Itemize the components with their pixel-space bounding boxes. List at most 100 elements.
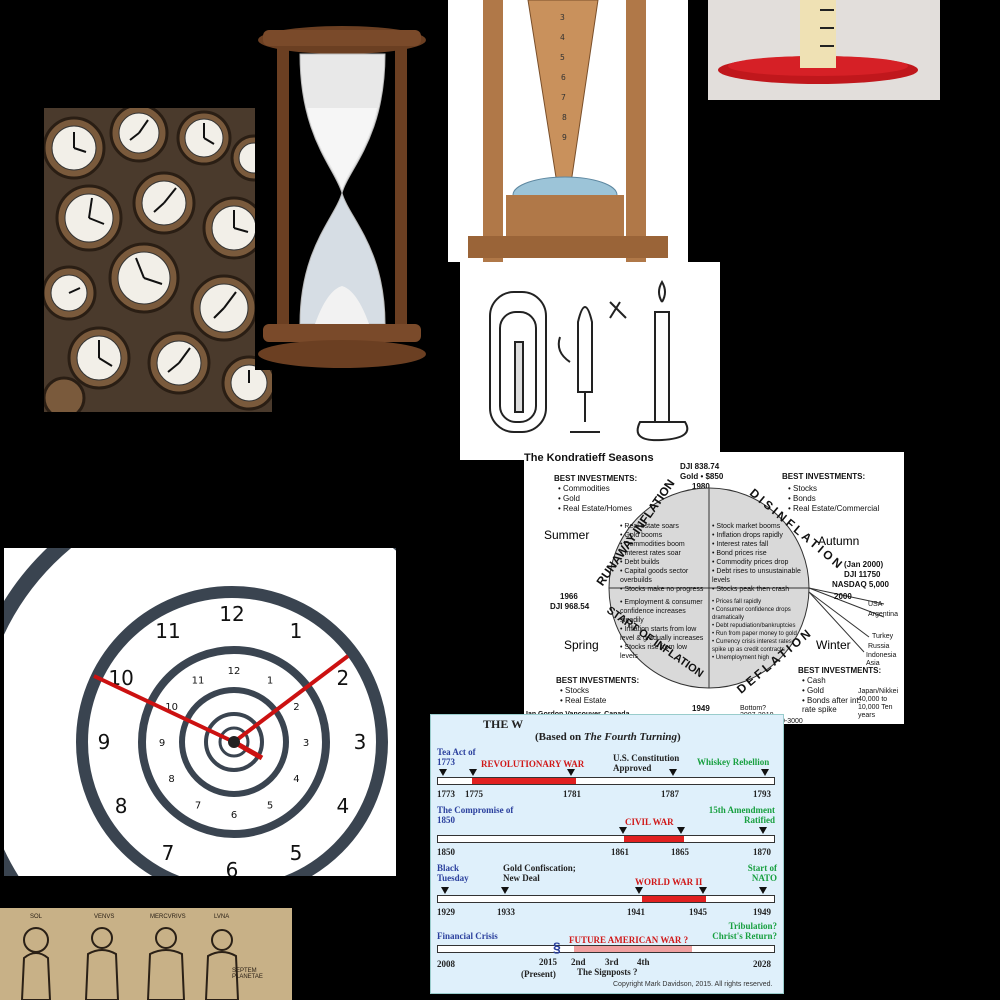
signpost-label: 2nd (571, 957, 586, 967)
clock-numeral: 3 (354, 730, 367, 754)
planet-label: SOL (30, 914, 43, 920)
q-item: • Interest rates fall (712, 541, 769, 548)
timeline-marker (635, 887, 643, 894)
event-label: Tea Act of 1773 (437, 747, 476, 767)
best-item: • Stocks (788, 484, 818, 493)
candle-engravings-image (460, 262, 720, 460)
japan-note: Japan/Nikkei 40,000 to 10,000 Ten years (858, 688, 899, 719)
svg-text:6: 6 (561, 73, 566, 82)
q-item: • Gold booms (620, 532, 663, 539)
kondratieff-circle (608, 487, 885, 689)
clocks-pile-image (44, 108, 272, 412)
year-label: 1781 (563, 789, 581, 799)
clock-numeral-inner: 12 (228, 666, 241, 677)
year-label: 1929 (437, 907, 455, 917)
country-label: USA (868, 601, 883, 608)
bottom-year: 1949 (692, 704, 710, 713)
clock-numeral-inner: 5 (267, 800, 273, 811)
clock-numeral-inner: 8 (168, 774, 174, 785)
present-marker: § (553, 939, 561, 955)
clock-numeral: 5 (290, 841, 303, 865)
best-item: • Gold (802, 686, 824, 695)
planet-label: MERCVRIVS (150, 914, 186, 920)
event-label: U.S. Constitution Approved (613, 753, 680, 773)
clock-numeral-inner: 7 (195, 800, 201, 811)
signpost-label: The Signposts ? (577, 967, 638, 977)
best-item: • Stocks (560, 686, 590, 695)
svg-text:8: 8 (562, 113, 567, 122)
planet-label: VENVS (94, 914, 115, 920)
best-investments-title: BEST INVESTMENTS: (556, 676, 640, 685)
best-item: • Bonds after int. rate spike (802, 696, 861, 714)
season-summer: Summer (544, 528, 590, 542)
best-investments-title: BEST INVESTMENTS: (782, 472, 866, 481)
season-spring: Spring (564, 638, 599, 652)
season-winter: Winter (816, 638, 851, 652)
q-item: • Real estate soars (620, 523, 679, 530)
clock-numeral: 4 (337, 794, 350, 818)
clock-numeral: 1 (290, 619, 303, 643)
signpost-label: 3rd (605, 957, 619, 967)
left-dji: DJI 968.54 (550, 602, 590, 611)
clock-numeral-inner: 11 (192, 676, 205, 687)
timeline-marker (439, 769, 447, 776)
country-label: Russia (868, 643, 890, 650)
hourglass-image (255, 18, 430, 370)
q-item: • Stocks rise from low levels (620, 644, 688, 660)
q-item: • Stocks peak then crash (712, 586, 790, 593)
best-item: • Cash (802, 676, 826, 685)
war-span (574, 946, 692, 952)
timeline-title: THE W (483, 717, 524, 731)
planet-label: SEPTEM PLANETAE (232, 968, 263, 980)
svg-text:3: 3 (560, 13, 565, 22)
q-item: • Employment & consumer confidence incre… (620, 599, 703, 624)
clock-numeral-inner: 4 (293, 774, 299, 785)
right-date: (Jan 2000) (844, 560, 884, 569)
country-label: Turkey (872, 633, 894, 640)
clock-numeral: 7 (162, 841, 175, 865)
water-clock-image: 3 4 5 6 7 8 9 (448, 0, 688, 262)
year-label: 1945 (689, 907, 707, 917)
q-item: • Prices fall rapidly (712, 599, 762, 605)
year-label: (Present) (521, 969, 556, 979)
kondratieff-title: The Kondratieff Seasons (524, 452, 654, 464)
svg-text:4: 4 (560, 33, 565, 42)
clock-numeral-inner: 3 (303, 738, 309, 749)
clock-numeral: 6 (226, 858, 239, 876)
timeline-marker (619, 827, 627, 834)
candle-clock-image (708, 0, 940, 100)
q-item: • Stock market booms (712, 523, 781, 530)
svg-text:7: 7 (561, 93, 566, 102)
timeline-marker (699, 887, 707, 894)
clock-numeral-inner: 10 (165, 702, 178, 713)
subtitle-prefix: (Based on (535, 731, 584, 743)
svg-text:5: 5 (560, 53, 565, 62)
timeline-bar (437, 777, 775, 785)
svg-text:9: 9 (562, 133, 567, 142)
year-label: 1949 (753, 907, 771, 917)
event-label: Gold Confiscation; New Deal (503, 863, 576, 883)
timeline-bar (437, 945, 775, 953)
best-item: • Real Estate/Homes (558, 504, 632, 513)
q-item: • Commodities boom (620, 541, 685, 548)
year-label: 1787 (661, 789, 679, 799)
country-label: Indonesia (866, 652, 897, 659)
q-item: • Bond prices rise (712, 550, 767, 557)
best-investments-title: BEST INVESTMENTS: (554, 474, 638, 483)
best-item: • Commodities (558, 484, 610, 493)
event-label: 15th Amendment Ratified (708, 805, 775, 825)
clock-numeral: 12 (219, 602, 244, 626)
subtitle-book: The Fourth Turning (583, 731, 678, 743)
year-label: 2015 (539, 957, 557, 967)
year-label: 1933 (497, 907, 515, 917)
year-label: 2028 (753, 959, 771, 969)
q-item: • Debt repudiation/bankruptcies (712, 623, 796, 629)
clock-numeral: 8 (115, 794, 128, 818)
q-item: • Debt builds (620, 559, 660, 566)
minute-hand (232, 654, 350, 744)
event-label: Financial Crisis (437, 931, 498, 941)
year-label: 2008 (437, 959, 455, 969)
clock-numeral: 2 (337, 666, 350, 690)
timeline-subtitle: (Based on The Fourth Turning) (535, 731, 681, 743)
